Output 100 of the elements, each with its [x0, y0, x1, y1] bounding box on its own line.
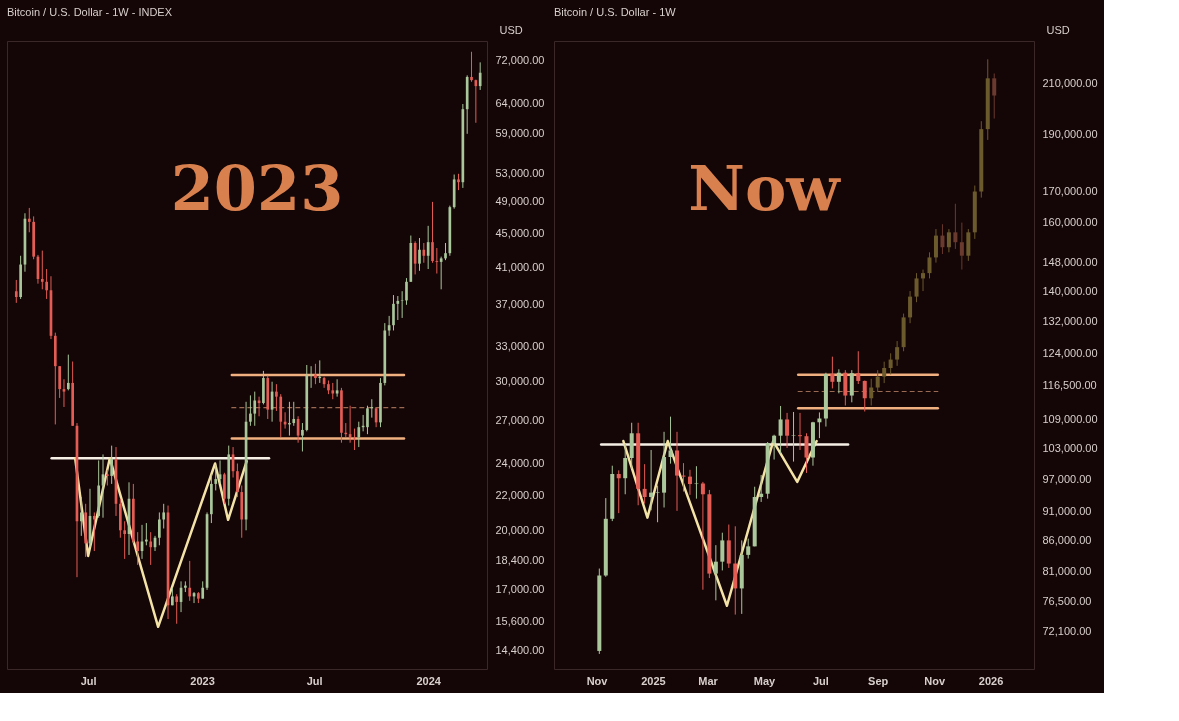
y-tick-label: 24,000.00 [495, 457, 545, 469]
y-tick-label: 72,100.00 [1042, 624, 1092, 637]
y-tick-label: 30,000.00 [495, 375, 545, 388]
candlestick [58, 365, 61, 399]
candlestick [66, 354, 70, 391]
candlestick [953, 203, 958, 250]
candlestick [123, 520, 127, 560]
candlestick [253, 391, 257, 427]
candlestick [79, 496, 83, 537]
candlestick [309, 365, 313, 389]
candlestick [435, 247, 439, 275]
y-tick-label: 190,000.00 [1042, 127, 1098, 140]
candlestick [849, 369, 854, 403]
y-tick-label: 49,000.00 [495, 195, 545, 208]
candlestick [895, 340, 900, 367]
y-tick-label: 53,000.00 [495, 166, 545, 179]
candlestick [830, 356, 835, 389]
x-tick-label: Sep [868, 674, 889, 687]
candlestick [713, 544, 718, 601]
candlestick [426, 225, 430, 270]
candlestick [875, 369, 880, 393]
candlestick [921, 269, 926, 292]
candlestick [772, 434, 777, 461]
candlestick [158, 511, 161, 546]
candlestick [301, 422, 304, 452]
candlestick [14, 279, 18, 304]
candlestick [422, 242, 426, 264]
candlestick [275, 383, 278, 412]
y-tick-label: 64,000.00 [495, 97, 545, 110]
y-tick-label: 59,000.00 [495, 127, 545, 140]
candlestick [470, 51, 473, 83]
candlestick [681, 462, 686, 493]
candlestick [720, 532, 725, 571]
x-tick-label: 2026 [978, 674, 1004, 687]
candlestick [882, 361, 887, 384]
y-tick-label: 20,000.00 [495, 523, 545, 536]
candlestick [933, 228, 938, 264]
candlestick [959, 222, 964, 271]
x-tick-label: Jul [812, 674, 829, 687]
candlestick [188, 560, 192, 602]
y-tick-label: 76,500.00 [1042, 594, 1092, 607]
candlestick [236, 463, 239, 498]
annotation: 2023 [170, 152, 344, 225]
candlestick [366, 405, 369, 435]
candlestick [649, 449, 654, 511]
candlestick [616, 469, 621, 514]
candlestick [149, 531, 153, 566]
x-tick-label: Jul [80, 674, 97, 687]
candlestick [746, 538, 751, 560]
y-tick-label: 132,000.00 [1042, 314, 1098, 327]
candlestick [992, 73, 997, 120]
candlestick [700, 481, 705, 591]
x-tick-label: May [753, 674, 777, 687]
candlestick [778, 405, 783, 454]
candlestick [798, 412, 803, 451]
x-tick-label: 2023 [190, 674, 215, 687]
y-tick-label: 27,000.00 [495, 413, 545, 426]
candlestick [136, 531, 140, 566]
annotation: Now [688, 152, 842, 225]
x-tick-label: Nov [586, 674, 609, 687]
x-tick-label: Jul [306, 674, 323, 687]
y-tick-label: 45,000.00 [495, 226, 545, 239]
candlestick [418, 237, 421, 272]
candlestick [175, 593, 179, 625]
candlestick [908, 290, 913, 324]
y-tick-label: 72,000.00 [495, 54, 545, 67]
candlestick [655, 485, 660, 523]
y-tick-label: 14,400.00 [495, 644, 545, 657]
candlestick [843, 369, 848, 407]
candlestick [791, 411, 796, 463]
candlestick [888, 352, 893, 375]
y-tick-label: 116,500.00 [1042, 378, 1097, 391]
chart-title: Bitcoin / U.S. Dollar - 1W [554, 6, 677, 18]
candlestick [431, 201, 434, 264]
candlestick [914, 272, 919, 303]
y-tick-label: 37,000.00 [495, 298, 545, 311]
candlestick [110, 445, 114, 485]
candlestick [856, 350, 861, 385]
candlestick [40, 250, 44, 290]
candlestick [623, 443, 628, 495]
candlestick [946, 228, 951, 253]
candlestick [92, 511, 96, 552]
y-tick-label: 17,000.00 [495, 583, 545, 596]
candlestick [927, 251, 932, 279]
candlestick [726, 524, 731, 569]
y-axis-title: USD [499, 23, 523, 36]
x-tick-label: 2024 [416, 674, 442, 687]
candlestick [687, 469, 692, 496]
x-tick-label: Nov [924, 674, 946, 687]
candlestick [862, 380, 867, 413]
y-axis-title: USD [1046, 23, 1070, 36]
y-tick-label: 124,000.00 [1042, 346, 1098, 359]
candlestick [836, 368, 841, 394]
candlestick [396, 295, 400, 321]
y-tick-label: 97,000.00 [1042, 472, 1092, 485]
candlestick [162, 503, 166, 529]
candlestick [642, 463, 647, 505]
candlestick [405, 277, 408, 306]
candlestick [249, 394, 252, 427]
candlestick [335, 378, 339, 398]
